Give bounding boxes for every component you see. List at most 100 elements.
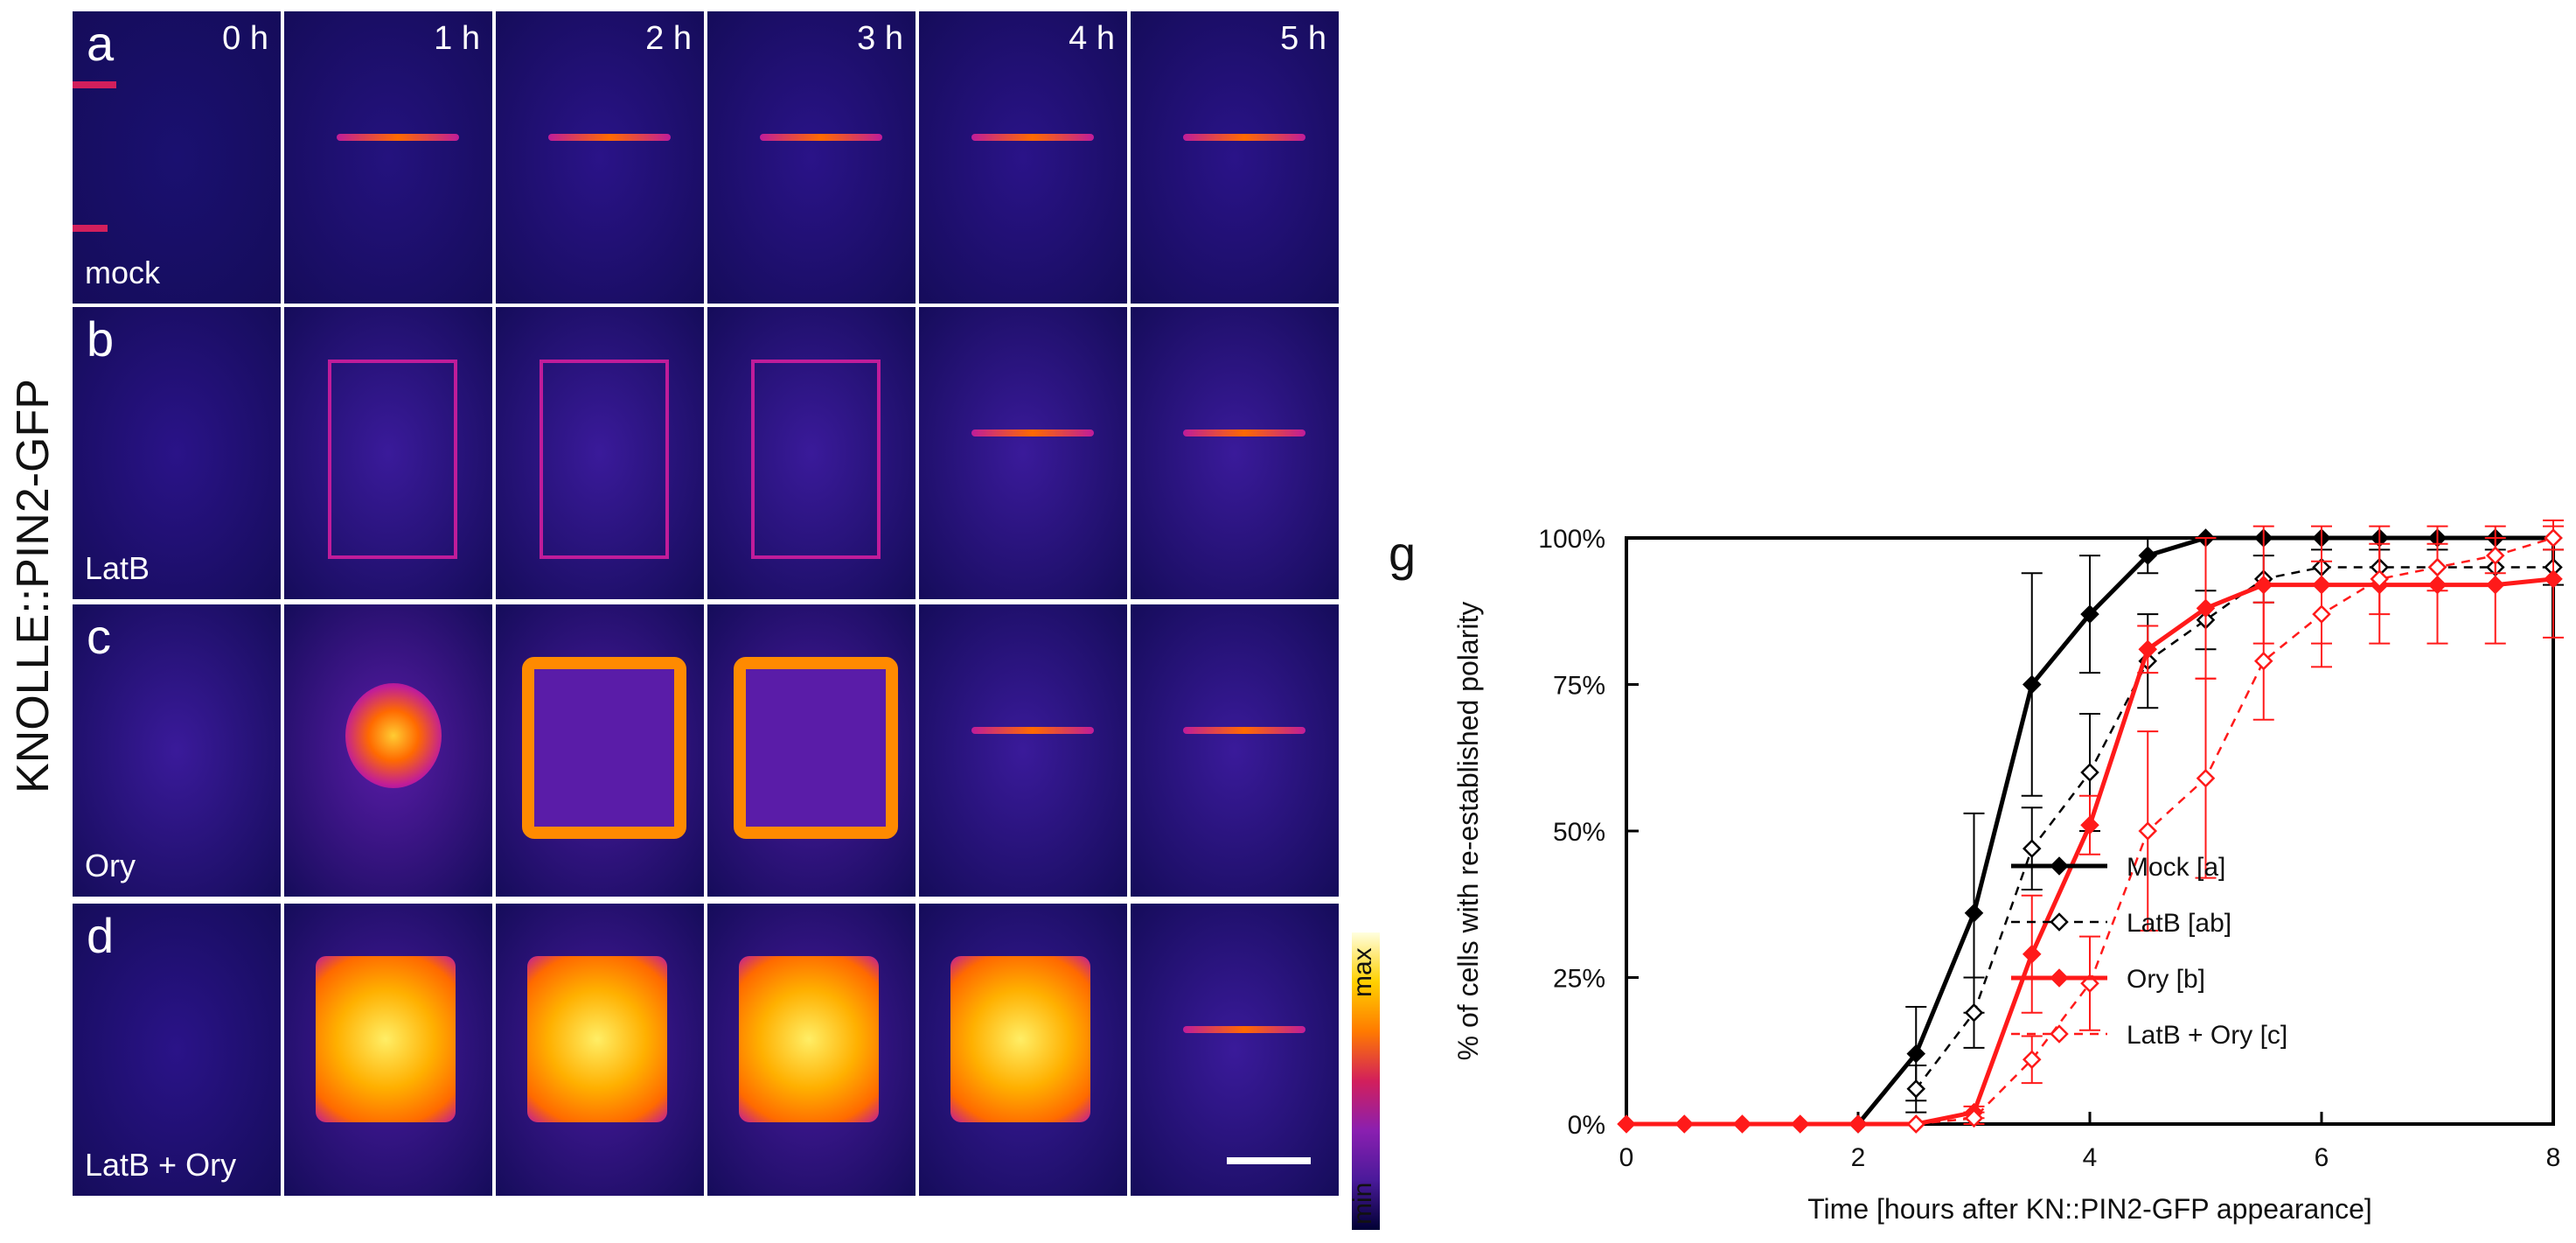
- data-point: [2253, 575, 2273, 595]
- data-point: [2080, 604, 2099, 624]
- micrograph-b-3: [707, 306, 916, 600]
- data-point: [2196, 768, 2216, 788]
- micrograph-b-1: [283, 306, 493, 600]
- panel-f-treated-image: GFP-MAP4 LatB + Ory 10’: [2270, 10, 2569, 485]
- time-label-5: 5 h: [1280, 20, 1326, 57]
- y-tick-label: 100%: [1538, 525, 1605, 554]
- data-point: [1617, 1114, 1636, 1134]
- micrograph-a-0: a mock 0 h: [72, 10, 282, 304]
- y-tick-label: 75%: [1553, 672, 1605, 701]
- time-label-4: 4 h: [1069, 20, 1115, 57]
- panel-f-marker: GFP-MAP4: [2394, 36, 2556, 72]
- data-point: [1906, 1079, 1926, 1099]
- panel-g-letter: g: [1389, 526, 1417, 581]
- data-point: [2312, 604, 2331, 624]
- data-point: [1964, 1108, 1984, 1128]
- data-point: [1848, 1114, 1868, 1134]
- data-point: [1964, 904, 1984, 923]
- data-point: [2253, 651, 2273, 671]
- time-label-3: 3 h: [857, 20, 903, 57]
- data-point: [1964, 1002, 1984, 1023]
- data-point: [2138, 546, 2158, 565]
- row-letter-d: d: [87, 908, 115, 963]
- data-point: [2022, 1050, 2042, 1070]
- panel-e-mock-image: e mock: [1347, 10, 1646, 485]
- panel-f-scale-bar: [2182, 454, 2245, 461]
- micrograph-c-3: [707, 604, 916, 897]
- data-point: [2427, 557, 2447, 577]
- micrograph-b-2: [495, 306, 705, 600]
- data-point: [2196, 598, 2216, 618]
- panel-f-mock-label: mock: [1986, 433, 2062, 469]
- colorbar-max-label: max: [1348, 947, 1377, 997]
- data-point: [2022, 944, 2042, 964]
- data-point: [2022, 674, 2042, 695]
- polarity-chart: 0% 25% 50% 75% 100% 0 2 4 6 8 Time [hours after KN…: [1452, 519, 2564, 1225]
- legend-marker-3: [2050, 1024, 2069, 1044]
- micrograph-a-4: 4 h: [918, 10, 1128, 304]
- data-point: [1790, 1114, 1810, 1134]
- micrograph-c-4: [918, 604, 1128, 897]
- panel-e-mock-label: mock: [1361, 433, 1438, 469]
- micrograph-d-3: [707, 903, 916, 1197]
- micrograph-d-2: [495, 903, 705, 1197]
- legend-label-0: Mock [a]: [2127, 853, 2225, 882]
- micrograph-c-5: [1130, 604, 1340, 897]
- data-point: [1732, 1114, 1752, 1134]
- data-point: [2022, 839, 2042, 858]
- panel-f-mock-image: f mock: [1971, 10, 2270, 485]
- time-label-0: 0 h: [222, 20, 268, 57]
- data-point: [2080, 763, 2099, 782]
- treatment-label-b: LatB: [85, 550, 150, 586]
- panel-e-treated-label: LatB + Ory 10’: [1660, 433, 1863, 469]
- series-line-1: [1915, 566, 2553, 1090]
- treatment-label-c: Ory: [85, 848, 136, 883]
- scale-bar: [1227, 1157, 1311, 1164]
- treatment-label-d: LatB + Ory: [85, 1147, 237, 1183]
- data-point: [2370, 569, 2390, 589]
- data-point: [2138, 821, 2158, 841]
- legend-marker-1: [2050, 912, 2069, 932]
- micrograph-d-5: [1130, 903, 1340, 1197]
- micrograph-c-0: c Ory: [72, 604, 282, 897]
- data-point: [2544, 528, 2563, 548]
- legend-marker-0: [2050, 856, 2069, 876]
- row-letter-a: a: [87, 16, 115, 71]
- time-label-1: 1 h: [434, 20, 480, 57]
- data-point: [2485, 575, 2505, 595]
- micrograph-a-3: 3 h: [707, 10, 916, 304]
- x-tick-label: 8: [2546, 1143, 2561, 1172]
- panel-e-letter: e: [1367, 24, 1395, 80]
- micrograph-b-5: [1130, 306, 1340, 600]
- colorbar-min-label: min: [1348, 1182, 1377, 1225]
- row-letter-c: c: [87, 609, 111, 664]
- panel-e-treated-image: Fimbrin-GFP LatB + Ory 10’: [1646, 10, 1945, 485]
- y-tick-label: 50%: [1553, 818, 1605, 847]
- x-axis-label: Time [hours after KN::PIN2-GFP appearanc…: [1807, 1193, 2372, 1225]
- micrograph-b-0: b LatB: [72, 306, 282, 600]
- data-point: [2485, 546, 2505, 565]
- row-label-text: KNOLLE::PIN2-GFP: [8, 379, 59, 793]
- data-point: [2138, 639, 2158, 660]
- series-line-3: [1916, 536, 2554, 1126]
- panel-e-marker: Fimbrin-GFP: [1751, 36, 1932, 72]
- micrograph-d-4: [918, 903, 1128, 1197]
- row-letter-b: b: [87, 311, 115, 367]
- data-point: [1674, 1114, 1695, 1134]
- x-tick-label: 0: [1619, 1143, 1634, 1172]
- treatment-label-a: mock: [85, 255, 161, 290]
- legend-label-3: LatB + Ory [c]: [2127, 1021, 2287, 1050]
- data-point: [1906, 1044, 1926, 1064]
- legend-marker-2: [2050, 968, 2069, 988]
- micrograph-d-1: [283, 903, 493, 1197]
- legend-label-1: LatB [ab]: [2127, 909, 2231, 938]
- y-tick-label: 0%: [1568, 1111, 1605, 1140]
- micrograph-c-1: [283, 604, 493, 897]
- legend-label-2: Ory [b]: [2127, 965, 2205, 994]
- micrograph-d-0: d LatB + Ory: [72, 903, 282, 1197]
- data-point: [2544, 569, 2563, 589]
- micrograph-a-2: 2 h: [495, 10, 705, 304]
- colorbar: [1352, 932, 1380, 1230]
- micrograph-c-2: [495, 604, 705, 897]
- panel-f-letter: f: [1991, 24, 2005, 80]
